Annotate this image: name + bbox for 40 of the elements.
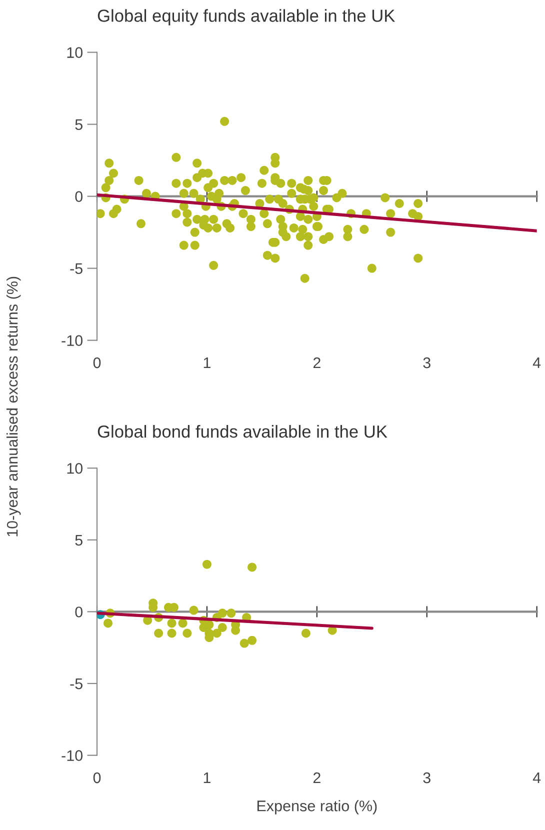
- x-tick-label: 3: [423, 357, 430, 368]
- point: [301, 628, 310, 638]
- y-tick-label: -5: [70, 678, 82, 690]
- point: [240, 638, 249, 648]
- x-tick-label: 2: [313, 772, 320, 784]
- point: [202, 560, 212, 569]
- point: [218, 623, 227, 632]
- x-tick-label: 1: [204, 772, 210, 784]
- point: [218, 608, 227, 618]
- point: [212, 628, 222, 638]
- y-tick-label: 5: [75, 534, 82, 546]
- x-tick-label: 1: [204, 358, 210, 368]
- y-axis-title: 10-year annualised excess returns (%): [6, 276, 21, 536]
- point: [182, 628, 192, 638]
- x-tick-label: 4: [532, 358, 541, 368]
- x-tick-label: 0: [93, 357, 101, 368]
- point: [167, 628, 176, 638]
- y-tick-label: 5: [75, 119, 82, 130]
- point: [178, 618, 188, 628]
- chart-title: Global bond funds available in the UK: [98, 424, 388, 438]
- y-tick-label: 10: [67, 47, 83, 58]
- y-tick-label: -5: [70, 263, 82, 274]
- x-tick-label: 2: [313, 357, 320, 368]
- chart-title: Global equity funds available in the UK: [98, 9, 396, 26]
- point: [154, 628, 164, 638]
- y-tick-label: -10: [62, 750, 83, 761]
- point: [248, 636, 257, 645]
- y-tick-label: -10: [62, 335, 83, 346]
- x-tick-label: 0: [93, 772, 101, 784]
- y-tick-label: 0: [75, 606, 83, 618]
- y-tick-label: 0: [75, 191, 83, 202]
- y-tick-label: 10: [67, 462, 83, 474]
- x-tick-label: 4: [532, 772, 541, 784]
- point: [248, 562, 257, 572]
- point: [226, 608, 236, 618]
- x-axis-title: Expense ratio (%): [257, 800, 377, 814]
- point: [167, 618, 176, 628]
- point: [104, 618, 113, 628]
- point: [189, 606, 198, 615]
- x-tick-label: 3: [423, 772, 430, 784]
